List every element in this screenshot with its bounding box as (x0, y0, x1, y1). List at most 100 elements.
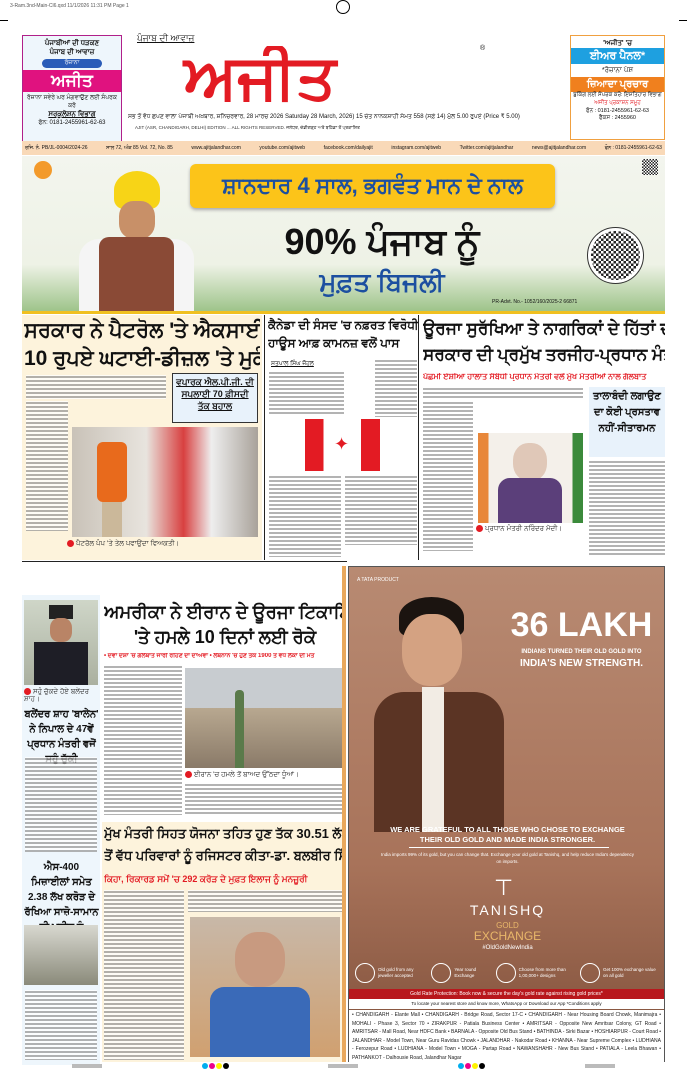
canada-body-3 (269, 475, 341, 557)
pm-photo (478, 433, 583, 523)
canada-flag: ✦ (305, 419, 380, 471)
info-email[interactable]: news@ajitjalandhar.com (531, 145, 587, 151)
qr-code[interactable] (587, 227, 644, 284)
feature-text: Get 100% exchange value on all gold (602, 967, 656, 978)
caption-text: ਸਹੁੰ ਚੁੱਕਦੇ ਹੋਏ ਬਲੇਂਦਰ ਸ਼ਾਹ। (24, 688, 89, 704)
iran-headline-1[interactable]: ਅਮਰੀਕਾ ਨੇ ਈਰਾਨ ਦੇ ਊਰਜਾ ਟਿਕਾਣਿਆਂ (104, 602, 346, 622)
tanishq-ad[interactable]: A TATA PRODUCT 36 LAKH INDIANS TURNED TH… (348, 566, 665, 1062)
feature-text: Old gold from any jeweller accepted (378, 967, 414, 978)
designs-icon (495, 963, 516, 983)
print-slug: 3-Ram.3nd-Main-Cl6.qxd 11/1/2026 11:31 P… (10, 3, 129, 9)
canada-body (269, 371, 344, 416)
petrol-caption: ਪੈਟਰੋਲ ਪੰਪ 'ਤੇ ਤੇਲ ਪਵਾਉਂਦਾ ਵਿਅਕਤੀ। (67, 540, 257, 548)
masthead-right-box: 'ਅਜੀਤ' 'ਚ ਈਅਰ ਪੈਨਲ* *ਰੋਜ਼ਾਨਾ ਪੇਸ਼ ਜ਼ਿਆਦਾ… (570, 35, 665, 140)
bullet-icon (185, 771, 192, 778)
petrol-body (26, 375, 166, 399)
government-ad-banner[interactable]: ਸ਼ਾਨਦਾਰ 4 ਸਾਲ, ਭਗਵੰਤ ਮਾਨ ਦੇ ਨਾਲ 90% ਪੰਜਾ… (22, 156, 665, 311)
right-box-line1: 'ਅਜੀਤ' 'ਚ (603, 40, 632, 47)
energy-body (423, 387, 583, 399)
dateline: ਸਭ ਤੋਂ ਵੱਧ ਛਪਣ ਵਾਲਾ ਪੰਜਾਬੀ ਅਖ਼ਬਾਰ, ਸ਼ਨਿਚ… (128, 114, 520, 120)
health-headline-1[interactable]: ਮੁੱਖ ਮੰਤਰੀ ਸਿਹਤ ਯੋਜਨਾ ਤਹਿਤ ਹੁਣ ਤੱਕ 30.51… (104, 826, 346, 841)
left-box-phone: ਫੋਨ: 0181-2455961-62-63 (38, 120, 106, 126)
feature-item: Get 100% exchange value on all gold (579, 963, 660, 983)
petrol-headline-2[interactable]: 10 ਰੁਪਏ ਘਟਾਈ-ਡੀਜ਼ਲ 'ਤੇ ਮੁਕੰਮਲ ਛੋਟ (24, 347, 260, 370)
ad-grateful-2: THEIR OLD GOLD AND MADE INDIA STRONGER. (419, 835, 596, 844)
ad-tag: A TATA PRODUCT (357, 577, 399, 583)
feature-item: Old gold from any jeweller accepted (355, 963, 427, 983)
story-nepal: ਸਹੁੰ ਚੁੱਕਦੇ ਹੋਏ ਬਲੇਂਦਰ ਸ਼ਾਹ। ਬਲੇਂਦਰ ਸ਼ਾਹ… (22, 595, 100, 1065)
iran-bullets: • ਦੋਵਾਂ ਦੇਸ਼ਾਂ 'ਚ ਗੱਲਬਾਤ ਜਾਰੀ ਰਹਿਣ ਦਾ ਦਾ… (104, 653, 315, 659)
ad-line-1: INDIANS TURNED THEIR OLD GOLD INTO (521, 649, 642, 655)
right-box-fax: ਫੈਕਸ : 2455960 (598, 115, 636, 121)
copyright-line: AJIT (ASR, CHANDIGARH, DELHI) EDITION ..… (135, 125, 360, 130)
energy-body-col (423, 401, 473, 551)
info-strip: ਰਜਿ. ਨੰ. PB/JL-0004/2024-26 ਸਾਲ 72, ਅੰਕ … (22, 141, 665, 155)
iran-body-2 (185, 783, 343, 815)
missile-photo (24, 925, 98, 985)
ad-person-photo (374, 592, 504, 832)
right-box-phone: ਫੋਨ : 0181-2455961-62-63 (586, 108, 649, 114)
story-energy: ਊਰਜਾ ਸੁਰੱਖਿਆ ਤੇ ਨਾਗਰਿਕਾਂ ਦੇ ਹਿੱਤਾਂ ਦੀ ਰੱ… (421, 315, 665, 560)
ad-hashtag: #OldGoldNewIndia (482, 945, 533, 951)
canada-headline-1[interactable]: ਕੈਨੇਡਾ ਦੀ ਸੰਸਦ 'ਚ ਨਫ਼ਰਤ ਵਿਰੋਧੀ ਬਿੱਲ (268, 318, 418, 332)
right-box-line3: ਬੁਕਿੰਗ ਲਈ ਸੰਪਰਕ ਕਰੋ: ਇਸ਼ਤਿਹਾਰ ਵਿਭਾਗ (573, 92, 662, 98)
energy-headline-1[interactable]: ਊਰਜਾ ਸੁਰੱਖਿਆ ਤੇ ਨਾਗਰਿਕਾਂ ਦੇ ਹਿੱਤਾਂ ਦੀ ਰੱ… (423, 319, 665, 338)
newspaper-logo[interactable]: ਅਜੀਤ (183, 46, 337, 110)
gold-icon (355, 963, 375, 983)
energy-body-right (589, 460, 665, 555)
left-box-line2: ਪੰਜਾਬ ਦੀ ਆਵਾਜ਼ (49, 49, 95, 56)
health-subhead: ਕਿਹਾ, ਰਿਕਾਰਡ ਸਮੇਂ 'ਚ 292 ਕਰੋੜ ਦੇ ਮੁਫ਼ਤ ਇ… (104, 874, 308, 884)
left-box-line3: ਰੋਜ਼ਾਨਾ ਸਵੇਰੇ ਘਰ ਮੰਗਵਾਉਣ ਲਈ ਸੰਪਰਕ ਕਰੋ (27, 95, 117, 109)
divider (409, 847, 609, 848)
ad-brand: TANISHQ (469, 902, 546, 918)
petrol-headline-1[interactable]: ਸਰਕਾਰ ਨੇ ਪੈਟਰੋਲ 'ਤੇ ਐਕਸਾਈਜ਼ ਡਿਊਟੀ (24, 319, 260, 342)
health-headline-2[interactable]: ਤੋਂ ਵੱਧ ਪਰਿਵਾਰਾਂ ਨੂੰ ਰਜਿਸਟਰ ਕੀਤਾ-ਡਾ. ਬਲਬ… (104, 848, 346, 863)
bullet-icon (24, 688, 31, 695)
divider (22, 561, 347, 562)
ad-line-2: INDIA'S NEW STRENGTH. (520, 658, 643, 669)
feature-text: Year round Exchange (454, 967, 477, 978)
left-box-line1: ਪੰਜਾਬੀਆਂ ਦੀ ਧੜਕਣ (44, 40, 100, 47)
crop-mark (0, 20, 8, 21)
nepal-caption: ਸਹੁੰ ਚੁੱਕਦੇ ਹੋਏ ਬਲੇਂਦਰ ਸ਼ਾਹ। (24, 688, 99, 704)
cm-photo (74, 171, 199, 311)
maple-leaf-icon: ✦ (334, 434, 350, 454)
right-box-promo: ਜ਼ਿਆਦਾ ਪ੍ਰਚਾਰ (571, 77, 664, 92)
energy-headline-2[interactable]: ਸਰਕਾਰ ਦੀ ਪ੍ਰਮੁੱਖ ਤਰਜੀਹ-ਪ੍ਰਧਾਨ ਮੰਤਰੀ (423, 345, 665, 364)
calendar-icon (431, 963, 452, 983)
ad-sub-text: ਮੁਫ਼ਤ ਬਿਜਲੀ (319, 267, 445, 297)
ad-red-bar: Gold Rate Protection: Book now & secure … (349, 989, 664, 999)
bullet-icon (476, 525, 483, 532)
info-facebook[interactable]: facebook.com/dailyajit (323, 145, 373, 151)
right-box-line4: ਅਜੀਤ ਪ੍ਰਕਾਸ਼ਨ ਸਮੂਹ (594, 100, 641, 106)
canada-headline-2[interactable]: ਹਾਊਸ ਆਫ਼ ਕਾਮਨਜ਼ ਵਲੋਂ ਪਾਸ (268, 336, 400, 350)
info-youtube[interactable]: youtube.com/ajitweb (259, 145, 306, 151)
energy-subhead: ਪੱਛਮੀ ਏਸ਼ੀਆ ਹਾਲਾਤ ਸੰਬੰਧੀ ਪ੍ਰਧਾਨ ਮੰਤਰੀ ਵਲ… (423, 373, 647, 381)
energy-sidebar[interactable]: ਤਾਲਾਬੰਦੀ ਲਗਾਉਣ ਦਾ ਕੋਈ ਪ੍ਰਸਤਾਵ ਨਹੀਂ-ਸੀਤਾਰ… (589, 387, 665, 457)
iran-body (104, 665, 182, 815)
nepal-photo (24, 600, 98, 685)
caption-text: ਪ੍ਰਧਾਨ ਮੰਤਰੀ ਨਰਿੰਦਰ ਮੋਦੀ। (485, 525, 563, 533)
ad-features: Old gold from any jeweller accepted Year… (355, 963, 660, 983)
left-box-pill: ਰੋਜ਼ਾਨਾ (42, 59, 102, 68)
iran-photo (185, 668, 343, 768)
caption-text: ਪੈਟਰੋਲ ਪੰਪ 'ਤੇ ਤੇਲ ਪਵਾਉਂਦਾ ਵਿਅਕਤੀ। (76, 540, 180, 548)
left-box-link[interactable]: ਸਰਕੂਲੇਸ਼ਨ ਵਿਭਾਗ (48, 111, 96, 118)
canada-byline: ਸਤਪਾਲ ਸਿੰਘ ਜੌਹਲ (271, 361, 314, 367)
qr-code-small[interactable] (642, 159, 658, 175)
feature-item: Choose from more than 1,00,000+ designs (495, 963, 576, 983)
story-health: ਮੁੱਖ ਮੰਤਰੀ ਸਿਹਤ ਯੋਜਨਾ ਤਹਿਤ ਹੁਣ ਤੱਕ 30.51… (102, 822, 346, 1062)
info-instagram[interactable]: instagram.com/ajitweb (391, 145, 442, 151)
story-petrol: ਸਰਕਾਰ ਨੇ ਪੈਟਰੋਲ 'ਤੇ ਐਕਸਾਈਜ਼ ਡਿਊਟੀ 10 ਰੁਪ… (22, 315, 262, 560)
iran-headline-2[interactable]: 'ਤੇ ਹਮਲੇ 10 ਦਿਨਾਂ ਲਈ ਰੋਕੇ (133, 627, 317, 647)
divider (22, 311, 665, 314)
info-website[interactable]: www.ajitjalandhar.com (191, 145, 241, 151)
ad-headline-box: ਸ਼ਾਨਦਾਰ 4 ਸਾਲ, ਭਗਵੰਤ ਮਾਨ ਦੇ ਨਾਲ (190, 164, 555, 208)
masthead-tagline: ਪੰਜਾਬ ਦੀ ਆਵਾਜ਼ (137, 33, 195, 43)
masthead-left-box: ਪੰਜਾਬੀਆਂ ਦੀ ਧੜਕਣ ਪੰਜਾਬ ਦੀ ਆਵਾਜ਼ ਰੋਜ਼ਾਨਾ … (22, 35, 122, 143)
info-twitter[interactable]: Twitter.com/ajitjalandhar (459, 145, 514, 151)
petrol-sidebar[interactable]: ਵਪਾਰਕ ਐਲ.ਪੀ.ਜੀ. ਦੀ ਸਪਲਾਈ 70 ਫ਼ੀਸਦੀ ਤੱਕ ਬ… (172, 373, 258, 423)
ad-frame-left (342, 566, 346, 1062)
registered-mark: ® (480, 45, 486, 52)
right-box-panel: ਈਅਰ ਪੈਨਲ* (571, 48, 664, 64)
